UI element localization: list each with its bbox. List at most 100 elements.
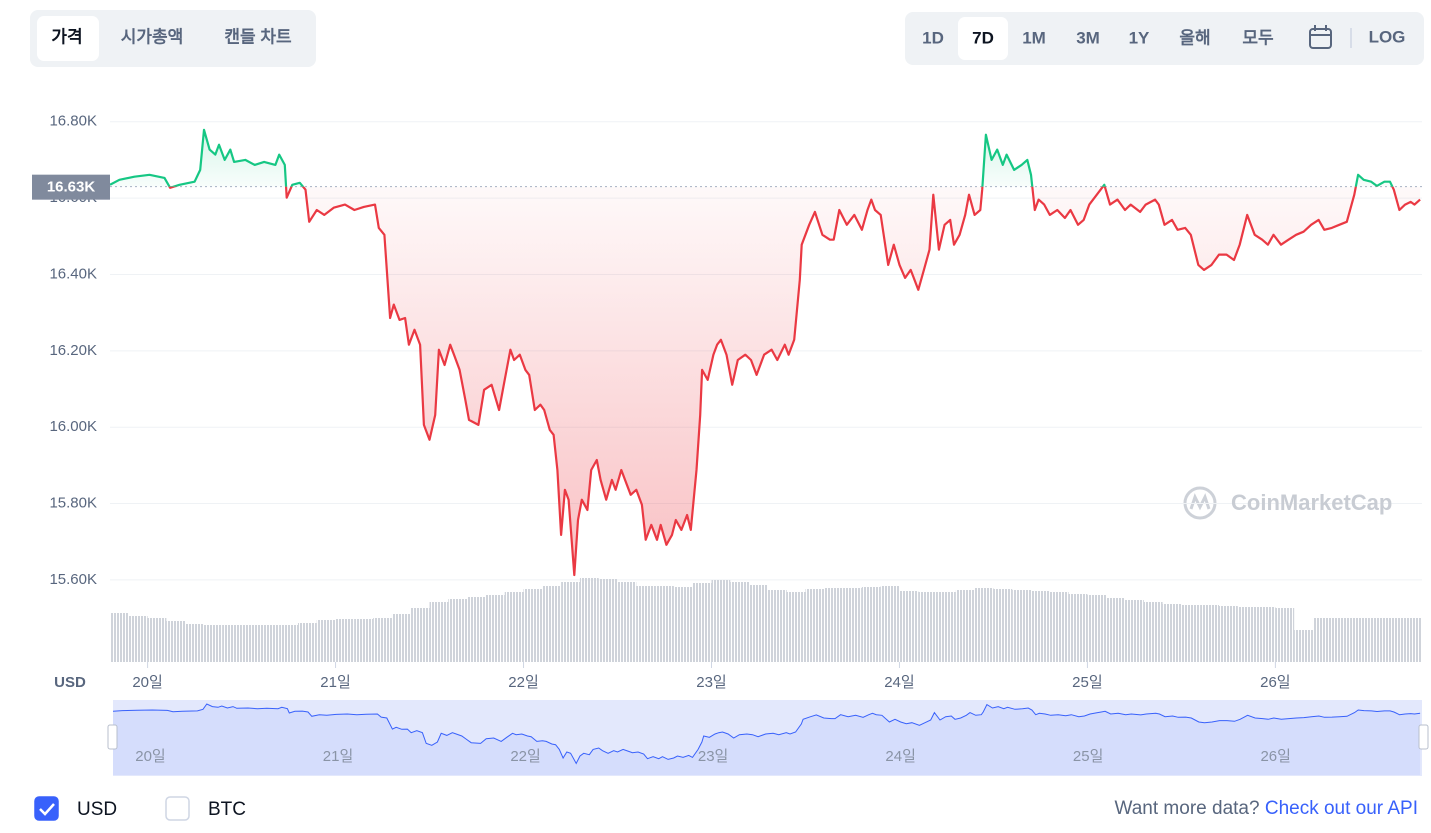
y-tick-label: 16.80K [49,113,97,130]
volume-bar [147,618,167,662]
range-button[interactable]: 3M [1076,28,1100,47]
volume-bar [1200,605,1219,662]
currency-label[interactable]: BTC [208,799,246,820]
x-unit: USD [54,674,86,691]
navigator-tick-label: 20일 [135,748,166,765]
volume-bar [673,587,693,662]
navigator-tick-label: 22일 [510,748,541,765]
x-tick-label: 25일 [1072,674,1103,691]
volume-bar [1237,607,1257,662]
volume-bar [279,625,298,662]
volume-bar [1181,605,1201,662]
reference-label-bg [32,174,110,200]
navigator-area [113,704,1421,775]
volume-bar [617,582,637,662]
range-button[interactable]: 1D [922,28,944,47]
navigator-background [113,700,1422,776]
navigator-tick-label: 25일 [1073,748,1104,765]
volume-bar [448,599,468,662]
volume-bar [316,620,336,662]
volume-bar [485,595,505,662]
volume-bar [1106,598,1126,662]
volume-bar [260,625,280,662]
volume-bar [598,579,618,662]
volume-bar [1218,606,1238,662]
volume-bar [1350,618,1370,662]
checkmark [39,803,55,816]
tab[interactable]: 시가총액 [121,27,184,46]
x-tick-label: 20일 [132,674,163,691]
volume-bar [1162,604,1182,662]
tab[interactable]: 가격 [51,27,82,46]
volume-bar [711,580,731,662]
volume-bar [730,582,750,662]
volume-bar [241,625,261,662]
volume-bar [429,602,449,662]
x-tick-label: 22일 [508,674,539,691]
volume-bar [692,583,712,662]
area-above [110,129,1421,187]
volume-bar [128,616,148,662]
volume-bar [1087,595,1107,662]
volume-bar [561,582,580,662]
navigator-tick-label: 26일 [1260,748,1291,765]
navigator-tick-label: 24일 [885,748,916,765]
volume-bar [899,591,919,662]
log-button[interactable]: LOG [1369,27,1406,46]
tab[interactable]: 캔들 차트 [224,27,292,46]
footer: Want more data? Check out our API [1115,798,1418,819]
navigator-tick-label: 21일 [323,748,354,765]
currency-label[interactable]: USD [77,799,117,820]
range-button[interactable]: 1M [1022,28,1046,47]
volume-bar [166,621,186,662]
navigator-line [112,703,1421,765]
volume-bar [579,578,599,662]
x-tick-label: 24일 [884,674,915,691]
volume-bar [655,586,674,662]
y-tick-label: 16.00K [49,418,97,435]
watermark-logo [1183,486,1217,520]
y-tick-label: 15.80K [49,495,97,512]
range-active-bg [958,17,1008,60]
volume-bar [767,590,787,662]
range-button[interactable]: 모두 [1242,28,1274,47]
volume-bar [110,613,129,662]
volume-bar [974,588,994,662]
volume-bar [185,624,204,662]
footer-link[interactable]: Check out our API [1265,798,1418,819]
volume-bar [504,592,524,662]
volume-bar [297,623,317,662]
navigator-handle[interactable] [1418,724,1429,750]
tab-group [30,10,316,67]
volume-bar [391,614,411,662]
checkbox[interactable] [34,796,59,821]
navigator-handle[interactable] [107,724,118,750]
volume-bar [843,588,862,662]
range-button[interactable]: 올해 [1179,28,1210,47]
area-below [169,186,1421,575]
y-tick-label: 16.20K [49,342,97,359]
calendar-icon[interactable] [1309,25,1332,49]
volume-bar [786,592,806,662]
volume-bar [1388,618,1407,662]
volume-bar [1294,630,1313,662]
volume-bar [1049,592,1069,662]
volume-bar [1369,618,1389,662]
volume-bar [1012,590,1032,662]
volume-bar [918,592,938,662]
y-tick-label: 15.60K [49,571,97,588]
volume-bar [373,618,392,662]
volume-bar [203,625,223,662]
x-tick-label: 26일 [1260,674,1291,691]
tab-active-bg [37,16,99,61]
volume-bar [354,619,374,662]
watermark: CoinMarketCap [1231,490,1392,515]
range-button[interactable]: 7D [972,28,994,47]
volume-bar [805,589,825,662]
volume-bar [467,597,486,662]
volume-bar [1125,600,1144,662]
checkbox[interactable] [165,796,190,821]
range-button[interactable]: 1Y [1129,28,1150,47]
volume-bar [1312,618,1332,662]
